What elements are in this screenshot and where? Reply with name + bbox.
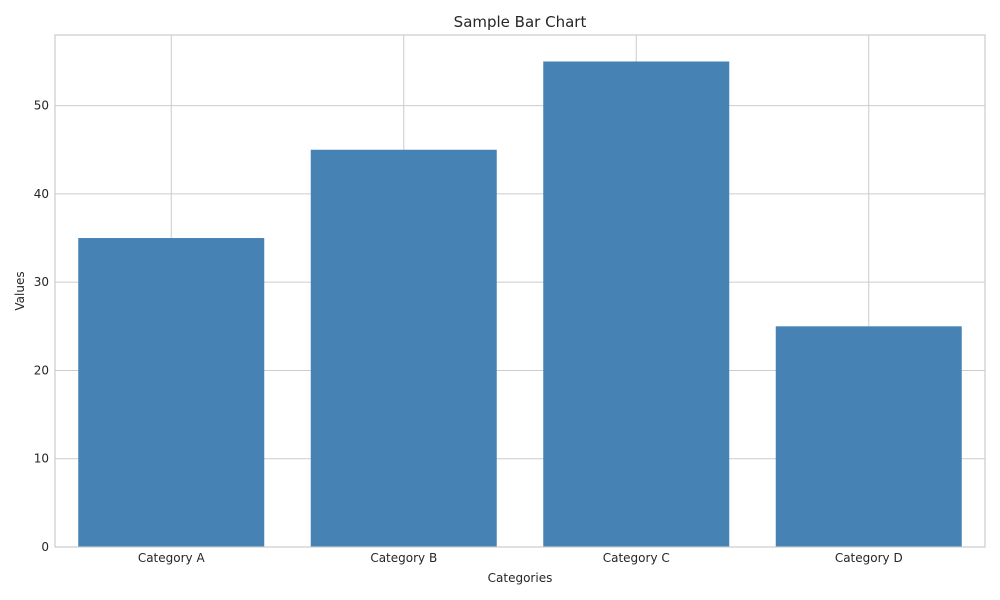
x-axis-ticks: Category A Category B Category C Category D (138, 551, 903, 565)
y-axis-ticks: 0 10 20 30 40 50 (34, 99, 49, 554)
chart-title: Sample Bar Chart (454, 13, 587, 31)
x-tick-label: Category D (835, 551, 903, 565)
bar (310, 149, 497, 548)
x-tick-label: Category B (370, 551, 437, 565)
y-tick-label: 10 (34, 452, 49, 466)
y-tick-label: 30 (34, 275, 49, 289)
y-tick-label: 20 (34, 363, 49, 377)
y-axis-label: Values (13, 271, 27, 310)
bars (78, 61, 962, 548)
x-tick-label: Category C (603, 551, 670, 565)
bar (78, 238, 265, 547)
bar (543, 61, 730, 547)
x-tick-label: Category A (138, 551, 206, 565)
x-axis-label: Categories (488, 571, 553, 585)
y-tick-label: 40 (34, 187, 49, 201)
y-tick-label: 50 (34, 99, 49, 113)
y-tick-label: 0 (41, 540, 49, 554)
plot-frame (54, 34, 986, 548)
bar (775, 326, 962, 547)
